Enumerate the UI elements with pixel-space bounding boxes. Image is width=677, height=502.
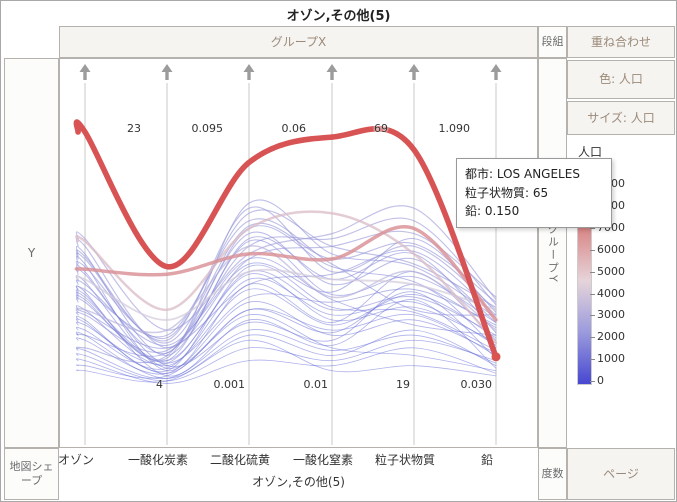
overlay-button-label: 重ね合わせ <box>590 34 651 49</box>
series-line[interactable] <box>75 273 497 365</box>
series-line[interactable] <box>75 230 497 349</box>
group-y-dropzone[interactable]: グループY <box>538 58 567 448</box>
series-line[interactable] <box>75 314 497 379</box>
axis-up-arrow-icon[interactable] <box>326 64 338 80</box>
series-line[interactable] <box>75 268 497 321</box>
legend-tickmark <box>590 381 595 383</box>
series-line[interactable] <box>75 339 497 383</box>
axis-name-label: 鉛 <box>480 453 493 467</box>
series-line[interactable] <box>75 347 497 384</box>
axis-name-label: 一酸化窒素 <box>292 453 353 467</box>
color-by-label: 色: 人口 <box>599 72 643 86</box>
map-shape-dropzone[interactable]: 地図シェープ <box>4 448 59 500</box>
dankumi-label: 段組 <box>541 35 564 49</box>
series-line[interactable] <box>75 270 497 362</box>
series-line[interactable] <box>75 264 497 373</box>
legend-tickmark <box>590 227 595 229</box>
axis-name-label: 二酸化硫黄 <box>209 453 270 467</box>
page-title: オゾン,その他(5) <box>286 9 391 24</box>
series-line[interactable] <box>75 301 497 375</box>
group-y-label: グループY <box>546 222 560 284</box>
map-shape-label: 地図シェープ <box>9 460 54 487</box>
series-line[interactable] <box>74 225 498 322</box>
legend-tick-label: 3000 <box>597 308 625 322</box>
axis-name-label: オゾン <box>57 453 94 467</box>
series-line[interactable] <box>75 238 497 346</box>
chart-canvas[interactable] <box>60 59 537 447</box>
legend-tickmark <box>590 293 595 295</box>
axis-up-arrow-icon[interactable] <box>408 64 420 80</box>
chart-x-title: オゾン,その他(5) <box>252 475 345 489</box>
parallel-coordinates-plot[interactable] <box>60 59 537 447</box>
size-by-button[interactable]: サイズ: 人口 <box>567 101 675 135</box>
page-button-label: ページ <box>603 466 639 481</box>
tooltip-pm: 粒子状物質: 65 <box>465 185 549 200</box>
chart-area[interactable]: 23 4 0.095 0.001 0.06 0.01 69 19 1.090 0.030 <box>59 58 538 448</box>
group-x-label: グループX <box>270 34 327 49</box>
highlight-dot[interactable] <box>491 352 501 362</box>
tooltip: 都市: LOS ANGELES 粒子状物質: 65 鉛: 0.150 <box>456 158 612 228</box>
axis-name-label: 一酸化炭素 <box>127 453 188 467</box>
legend-tickmark <box>590 249 595 251</box>
color-by-button[interactable]: 色: 人口 <box>567 60 675 99</box>
axis-up-arrow-icon[interactable] <box>79 64 91 80</box>
series-line[interactable] <box>75 329 497 379</box>
series-line[interactable] <box>75 222 497 344</box>
legend-tick-label: 5000 <box>597 264 625 278</box>
series-line[interactable] <box>75 277 497 370</box>
frequency-label: 度数 <box>541 467 564 481</box>
frequency-dropzone[interactable]: 度数 <box>538 448 567 500</box>
series-line[interactable] <box>73 119 499 360</box>
legend-tickmark <box>590 359 595 361</box>
axis-up-arrow-icon[interactable] <box>490 64 502 80</box>
series-line[interactable] <box>75 210 498 345</box>
legend-tick-label: 0 <box>597 374 604 388</box>
legend-title: 人口 <box>578 145 603 159</box>
overlay-button[interactable]: 重ね合わせ <box>567 26 675 58</box>
series-line[interactable] <box>75 288 497 364</box>
series-line[interactable] <box>75 209 497 339</box>
size-by-label: サイズ: 人口 <box>587 110 655 125</box>
axis-up-arrow-icon[interactable] <box>161 64 173 80</box>
series-line[interactable] <box>75 339 497 382</box>
series-line[interactable] <box>75 288 497 367</box>
series-line[interactable] <box>75 249 497 349</box>
series-line[interactable] <box>75 285 497 377</box>
series-line[interactable] <box>75 329 497 379</box>
legend-tick-label: 6000 <box>597 242 625 256</box>
legend-tick-label: 2000 <box>597 330 625 344</box>
series-line[interactable] <box>75 199 497 361</box>
legend-tick-label: 1000 <box>597 352 625 366</box>
tooltip-lead: 鉛: 0.150 <box>465 204 520 219</box>
series-line[interactable] <box>75 218 497 338</box>
tooltip-city: 都市: LOS ANGELES <box>465 167 580 181</box>
axis-up-arrow-icon[interactable] <box>243 64 255 80</box>
series-line[interactable] <box>75 206 497 342</box>
legend-tickmark <box>590 337 595 339</box>
legend-tick-label: 4000 <box>597 286 625 300</box>
series-line[interactable] <box>75 231 497 364</box>
dankumi-dropzone[interactable]: 段組 <box>538 26 567 58</box>
y-axis-dropzone[interactable]: Y <box>4 58 59 448</box>
axis-name-label: 粒子状物質 <box>374 453 435 467</box>
series-line[interactable] <box>75 245 497 334</box>
page-button[interactable]: ページ <box>567 448 675 500</box>
axis-names-row: オゾン 一酸化炭素 二酸化硫黄 一酸化窒素 粒子状物質 鉛 <box>58 451 538 467</box>
legend-tickmark <box>590 315 595 317</box>
y-axis-label: Y <box>27 245 36 260</box>
series-line[interactable] <box>75 239 497 363</box>
group-x-dropzone[interactable]: グループX <box>59 26 538 58</box>
legend-tickmark <box>590 271 595 273</box>
